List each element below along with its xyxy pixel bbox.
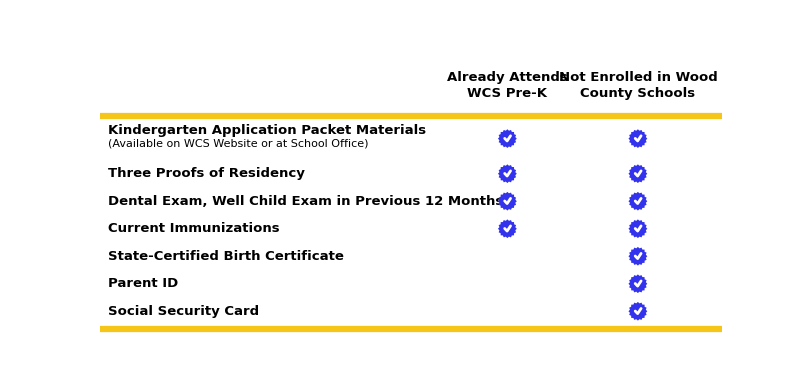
Text: Social Security Card: Social Security Card xyxy=(107,305,259,318)
Polygon shape xyxy=(498,219,516,238)
Text: (Available on WCS Website or at School Office): (Available on WCS Website or at School O… xyxy=(107,139,368,149)
Text: Three Proofs of Residency: Three Proofs of Residency xyxy=(107,167,305,180)
Text: Kindergarten Application Packet Materials: Kindergarten Application Packet Material… xyxy=(107,124,426,137)
Polygon shape xyxy=(629,164,647,183)
Polygon shape xyxy=(498,129,516,148)
Polygon shape xyxy=(629,302,647,321)
Text: Not Enrolled in Wood
County Schools: Not Enrolled in Wood County Schools xyxy=(558,71,717,100)
Polygon shape xyxy=(498,192,516,211)
Text: Already Attends
WCS Pre-K: Already Attends WCS Pre-K xyxy=(447,71,568,100)
Polygon shape xyxy=(629,192,647,211)
Polygon shape xyxy=(629,219,647,238)
Text: State-Certified Birth Certificate: State-Certified Birth Certificate xyxy=(107,250,343,263)
Polygon shape xyxy=(498,164,516,183)
Polygon shape xyxy=(629,274,647,293)
Text: Parent ID: Parent ID xyxy=(107,277,178,290)
Text: Dental Exam, Well Child Exam in Previous 12 Months: Dental Exam, Well Child Exam in Previous… xyxy=(107,195,503,208)
Text: Current Immunizations: Current Immunizations xyxy=(107,222,279,235)
Polygon shape xyxy=(629,129,647,148)
Polygon shape xyxy=(629,247,647,266)
